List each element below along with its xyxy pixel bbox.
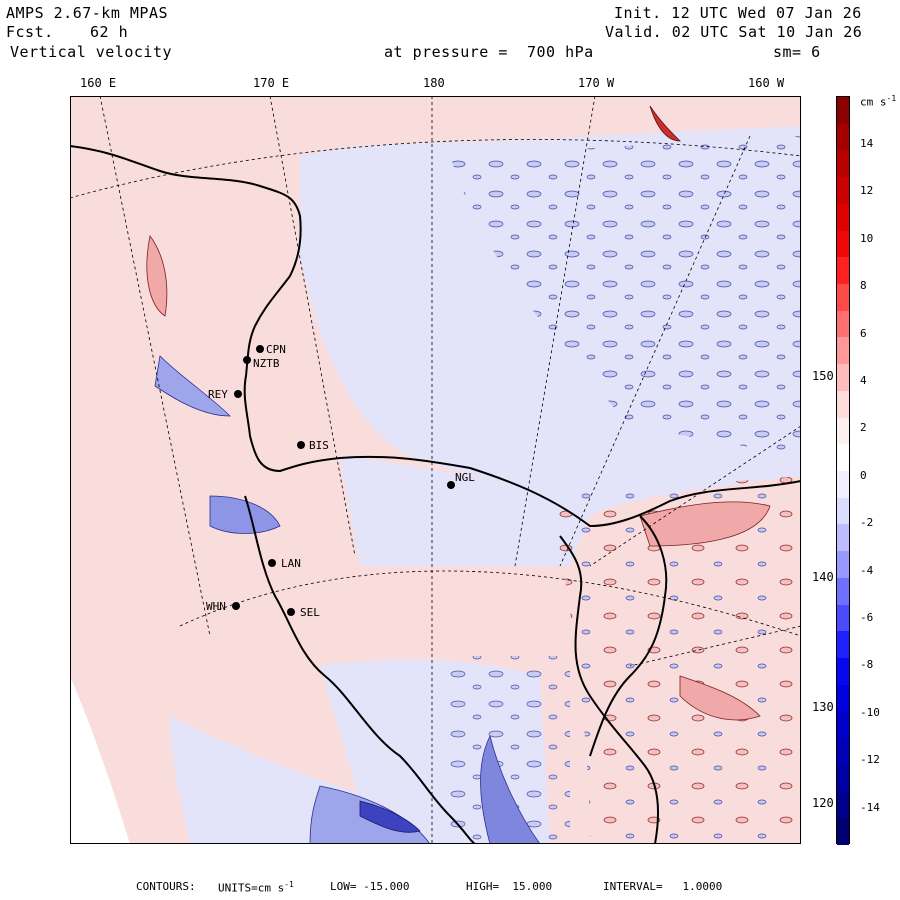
mbl-contour-field	[550, 476, 801, 844]
colorbar-tick-label: -8	[860, 658, 874, 672]
colorbar-band	[837, 818, 849, 846]
coastline	[70, 145, 801, 528]
model-title: AMPS 2.67-km MPAS	[6, 4, 169, 22]
lon-label-170e: 170 E	[253, 76, 290, 90]
colorbar-band	[837, 551, 849, 579]
station-label-bis: BIS	[309, 439, 329, 452]
mbl-coast	[589, 515, 668, 757]
colorbar-band	[837, 337, 849, 365]
vertical-velocity-map	[70, 96, 801, 844]
lon-label-180: 180	[423, 76, 445, 90]
colorbar-band	[837, 497, 849, 525]
footer-units: UNITS=cm s-1	[218, 880, 294, 895]
station-label-ngl: NGL	[455, 471, 475, 484]
graticule	[70, 96, 801, 844]
red-anomaly-top	[649, 105, 681, 142]
strong-blue-anomaly	[359, 800, 421, 833]
colorbar-band	[837, 738, 849, 766]
variable-name: Vertical velocity	[10, 43, 173, 61]
station-dot-sel	[287, 608, 295, 616]
station-label-sel: SEL	[300, 606, 320, 619]
colorbar-band	[837, 658, 849, 686]
colorbar-tick-label: -4	[860, 563, 874, 577]
colorbar-band	[837, 284, 849, 312]
map-outer-corner	[70, 676, 130, 844]
station-dot-bis	[297, 441, 305, 449]
lon-label-160e: 160 E	[80, 76, 117, 90]
colorbar-band	[837, 471, 849, 499]
colorbar-band	[837, 177, 849, 205]
colorbar-band	[837, 257, 849, 285]
colorbar-band	[837, 97, 849, 125]
red-anomaly-mbl-south	[679, 675, 761, 721]
colorbar-band	[837, 711, 849, 739]
colorbar-tick-label: -2	[860, 516, 874, 530]
blue-anomaly-north	[154, 355, 231, 417]
colorbar-band	[837, 417, 849, 445]
colorbar-band	[837, 444, 849, 472]
ross-ice-front	[559, 535, 659, 844]
lon-label-160w: 160 W	[748, 76, 785, 90]
colorbar-band	[837, 631, 849, 659]
colorbar-tick-label: -6	[860, 611, 874, 624]
map-frame	[70, 96, 801, 844]
colorbar-tick-label: 2	[860, 421, 867, 435]
colorbar-band	[837, 684, 849, 712]
station-label-whn: WHN	[206, 600, 226, 613]
colorbar-band	[837, 310, 849, 338]
colorbar-tick-label: 12	[860, 184, 874, 198]
sea-contour-field	[450, 136, 801, 456]
colorbar-band	[837, 764, 849, 793]
colorbar-tick-label: -10	[860, 705, 880, 719]
colorbar-band	[837, 123, 849, 151]
init-time: Init. 12 UTC Wed 07 Jan 26	[614, 4, 862, 22]
colorbar-band	[837, 390, 849, 419]
colorbar-tick-label: 0	[860, 468, 867, 482]
colorbar-band	[837, 150, 849, 178]
footer-interval: INTERVAL= 1.0000	[603, 880, 723, 893]
valid-time: Valid. 02 UTC Sat 10 Jan 26	[605, 23, 863, 41]
colorbar-band	[837, 203, 849, 232]
footer-low: LOW= -15.000	[330, 880, 410, 893]
colorbar-band	[837, 604, 849, 632]
station-label-lan: LAN	[281, 557, 301, 570]
forecast-label: Fcst.	[6, 23, 54, 41]
lon-label-170w: 170 W	[578, 76, 615, 90]
colorbar-band	[837, 364, 849, 392]
colorbar-band	[837, 791, 849, 819]
coastline-south	[244, 495, 476, 844]
colorbar-tick-label: 10	[860, 231, 874, 245]
footer-contours: CONTOURS:	[136, 880, 196, 893]
blue-anomaly-south	[480, 734, 541, 844]
red-anomaly-mbl	[639, 501, 771, 547]
colorbar-tick-label: -12	[860, 753, 880, 767]
colorbar-band	[837, 524, 849, 552]
footer-high: HIGH= 15.000	[466, 880, 553, 893]
blue-anomaly-tam	[209, 495, 281, 534]
colorbar-unit: cm s-1	[860, 94, 897, 109]
colorbar	[836, 96, 850, 846]
colorbar-tick-label: 14	[860, 137, 874, 150]
station-label-cpn: CPN	[266, 343, 286, 356]
pressure-level: at pressure = 700 hPa	[384, 43, 594, 61]
station-dot-ngl	[447, 481, 455, 489]
station-label-rey: REY	[208, 388, 228, 401]
ice-shelf-area	[340, 456, 590, 566]
colorbar-tick-label: -14	[860, 800, 880, 814]
station-dot-lan	[268, 559, 276, 567]
station-dot-whn	[232, 602, 240, 610]
colorbar-band	[837, 577, 849, 606]
station-dot-cpn	[256, 345, 264, 353]
colorbar-tick-label: 4	[860, 374, 867, 387]
colorbar-tick-label: 8	[860, 279, 867, 293]
smoothing-value: sm= 6	[773, 43, 821, 61]
station-dot-nztb	[243, 356, 251, 364]
station-dot-rey	[234, 390, 242, 398]
station-label-nztb: NZTB	[253, 357, 280, 370]
plateau-contour-field	[450, 656, 570, 844]
forecast-hours: 62 h	[90, 23, 129, 41]
colorbar-band	[837, 230, 849, 258]
red-anomaly-north	[146, 235, 168, 317]
colorbar-tick-label: 6	[860, 326, 867, 340]
